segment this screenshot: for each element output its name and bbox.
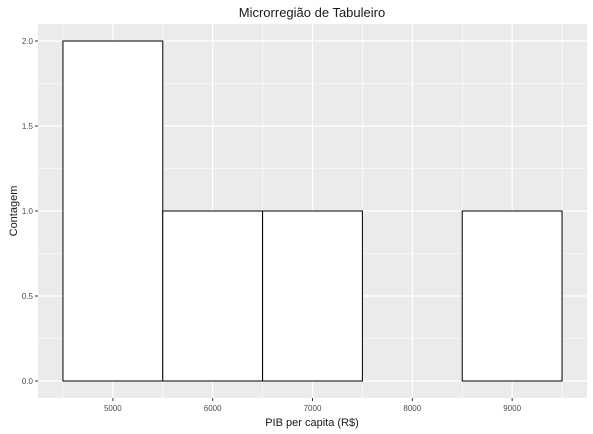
x-axis: 5000 6000 7000 8000 9000	[104, 398, 522, 413]
x-axis-label: PIB per capita (R$)	[265, 417, 359, 429]
y-tick-label: 0.0	[22, 377, 34, 386]
y-tick-label: 1.0	[22, 207, 34, 216]
y-tick-label: 0.5	[22, 292, 34, 301]
histogram-bar-1	[62, 40, 164, 382]
histogram-bar-5	[461, 210, 563, 382]
histogram-bars	[62, 40, 563, 382]
x-tick-label: 7000	[304, 404, 322, 413]
x-tick-label: 8000	[403, 404, 421, 413]
chart-title: Microrregião de Tabuleiro	[239, 5, 385, 20]
histogram-bar-3	[262, 210, 363, 382]
x-tick-label: 6000	[204, 404, 222, 413]
y-tick-label: 1.5	[22, 122, 34, 131]
x-tick-label: 9000	[503, 404, 521, 413]
histogram-bar-2	[162, 210, 264, 382]
y-axis: 0.0 0.5 1.0 1.5 2.0	[22, 37, 38, 386]
y-tick-label: 2.0	[22, 37, 34, 46]
x-tick-label: 5000	[104, 404, 122, 413]
y-axis-label: Contagem	[8, 186, 20, 237]
